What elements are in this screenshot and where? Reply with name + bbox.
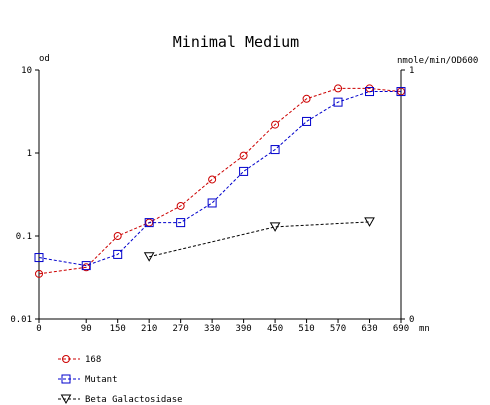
legend-label: 168 xyxy=(85,355,101,365)
legend-label: Mutant xyxy=(85,375,118,385)
x-tick-label: 0 xyxy=(36,324,41,334)
x-tick-label: 570 xyxy=(330,324,346,334)
x-tick-label: 450 xyxy=(267,324,283,334)
data-point xyxy=(270,145,280,155)
data-point xyxy=(271,120,280,129)
right-axis-label: nmole/min/OD600 xyxy=(397,56,478,66)
data-point xyxy=(239,166,249,176)
right-tick-label: 0 xyxy=(409,315,414,325)
series-line xyxy=(149,221,370,258)
x-tick-label: 510 xyxy=(298,324,314,334)
data-point xyxy=(81,261,91,271)
left-tick-label: 0.1 xyxy=(16,232,32,242)
left-tick-label: 0.01 xyxy=(10,315,32,325)
series-layer xyxy=(34,84,406,278)
data-point xyxy=(302,94,311,103)
x-tick-label: 630 xyxy=(361,324,377,334)
data-point xyxy=(334,84,343,93)
data-point xyxy=(176,218,186,228)
left-tick-label: 10 xyxy=(21,66,32,76)
data-point xyxy=(144,218,154,228)
left-tick-label: 1 xyxy=(27,149,32,159)
data-point xyxy=(333,97,343,107)
data-point xyxy=(176,201,185,210)
data-point xyxy=(143,252,155,262)
data-point xyxy=(365,87,375,97)
legend-marker xyxy=(60,394,72,405)
data-point xyxy=(34,253,44,263)
series-line xyxy=(38,91,401,267)
ticks-layer: 0 90 150 210 270 330 390 450 510 570 630 6901010.10… xyxy=(10,66,414,334)
series-line xyxy=(38,87,402,275)
x-tick-label: 270 xyxy=(173,324,189,334)
x-tick-label: 330 xyxy=(204,324,220,334)
legend-marker xyxy=(62,355,70,363)
x-tick-label: 690 xyxy=(393,324,409,334)
x-tick-label: 90 xyxy=(81,324,92,334)
x-tick-label: 150 xyxy=(110,324,126,334)
data-point xyxy=(302,116,312,126)
left-axis-label: od xyxy=(39,54,50,64)
x-tick-label: 210 xyxy=(141,324,157,334)
data-point xyxy=(113,249,123,259)
data-point xyxy=(396,87,406,97)
right-tick-label: 1 xyxy=(409,66,414,76)
data-point xyxy=(207,198,217,208)
legend: 168 Mutant Beta Galactosidase xyxy=(58,355,183,405)
chart-title: Minimal Medium xyxy=(173,33,299,51)
data-point xyxy=(269,222,281,232)
legend-label: Beta Galactosidase xyxy=(85,395,183,405)
data-point xyxy=(239,151,248,160)
x-unit-label: mn xyxy=(419,324,430,334)
data-point xyxy=(35,269,43,278)
data-point xyxy=(364,217,375,227)
x-tick-label: 390 xyxy=(235,324,251,334)
data-point xyxy=(113,232,122,240)
legend-marker xyxy=(61,374,71,384)
data-point xyxy=(208,175,217,184)
